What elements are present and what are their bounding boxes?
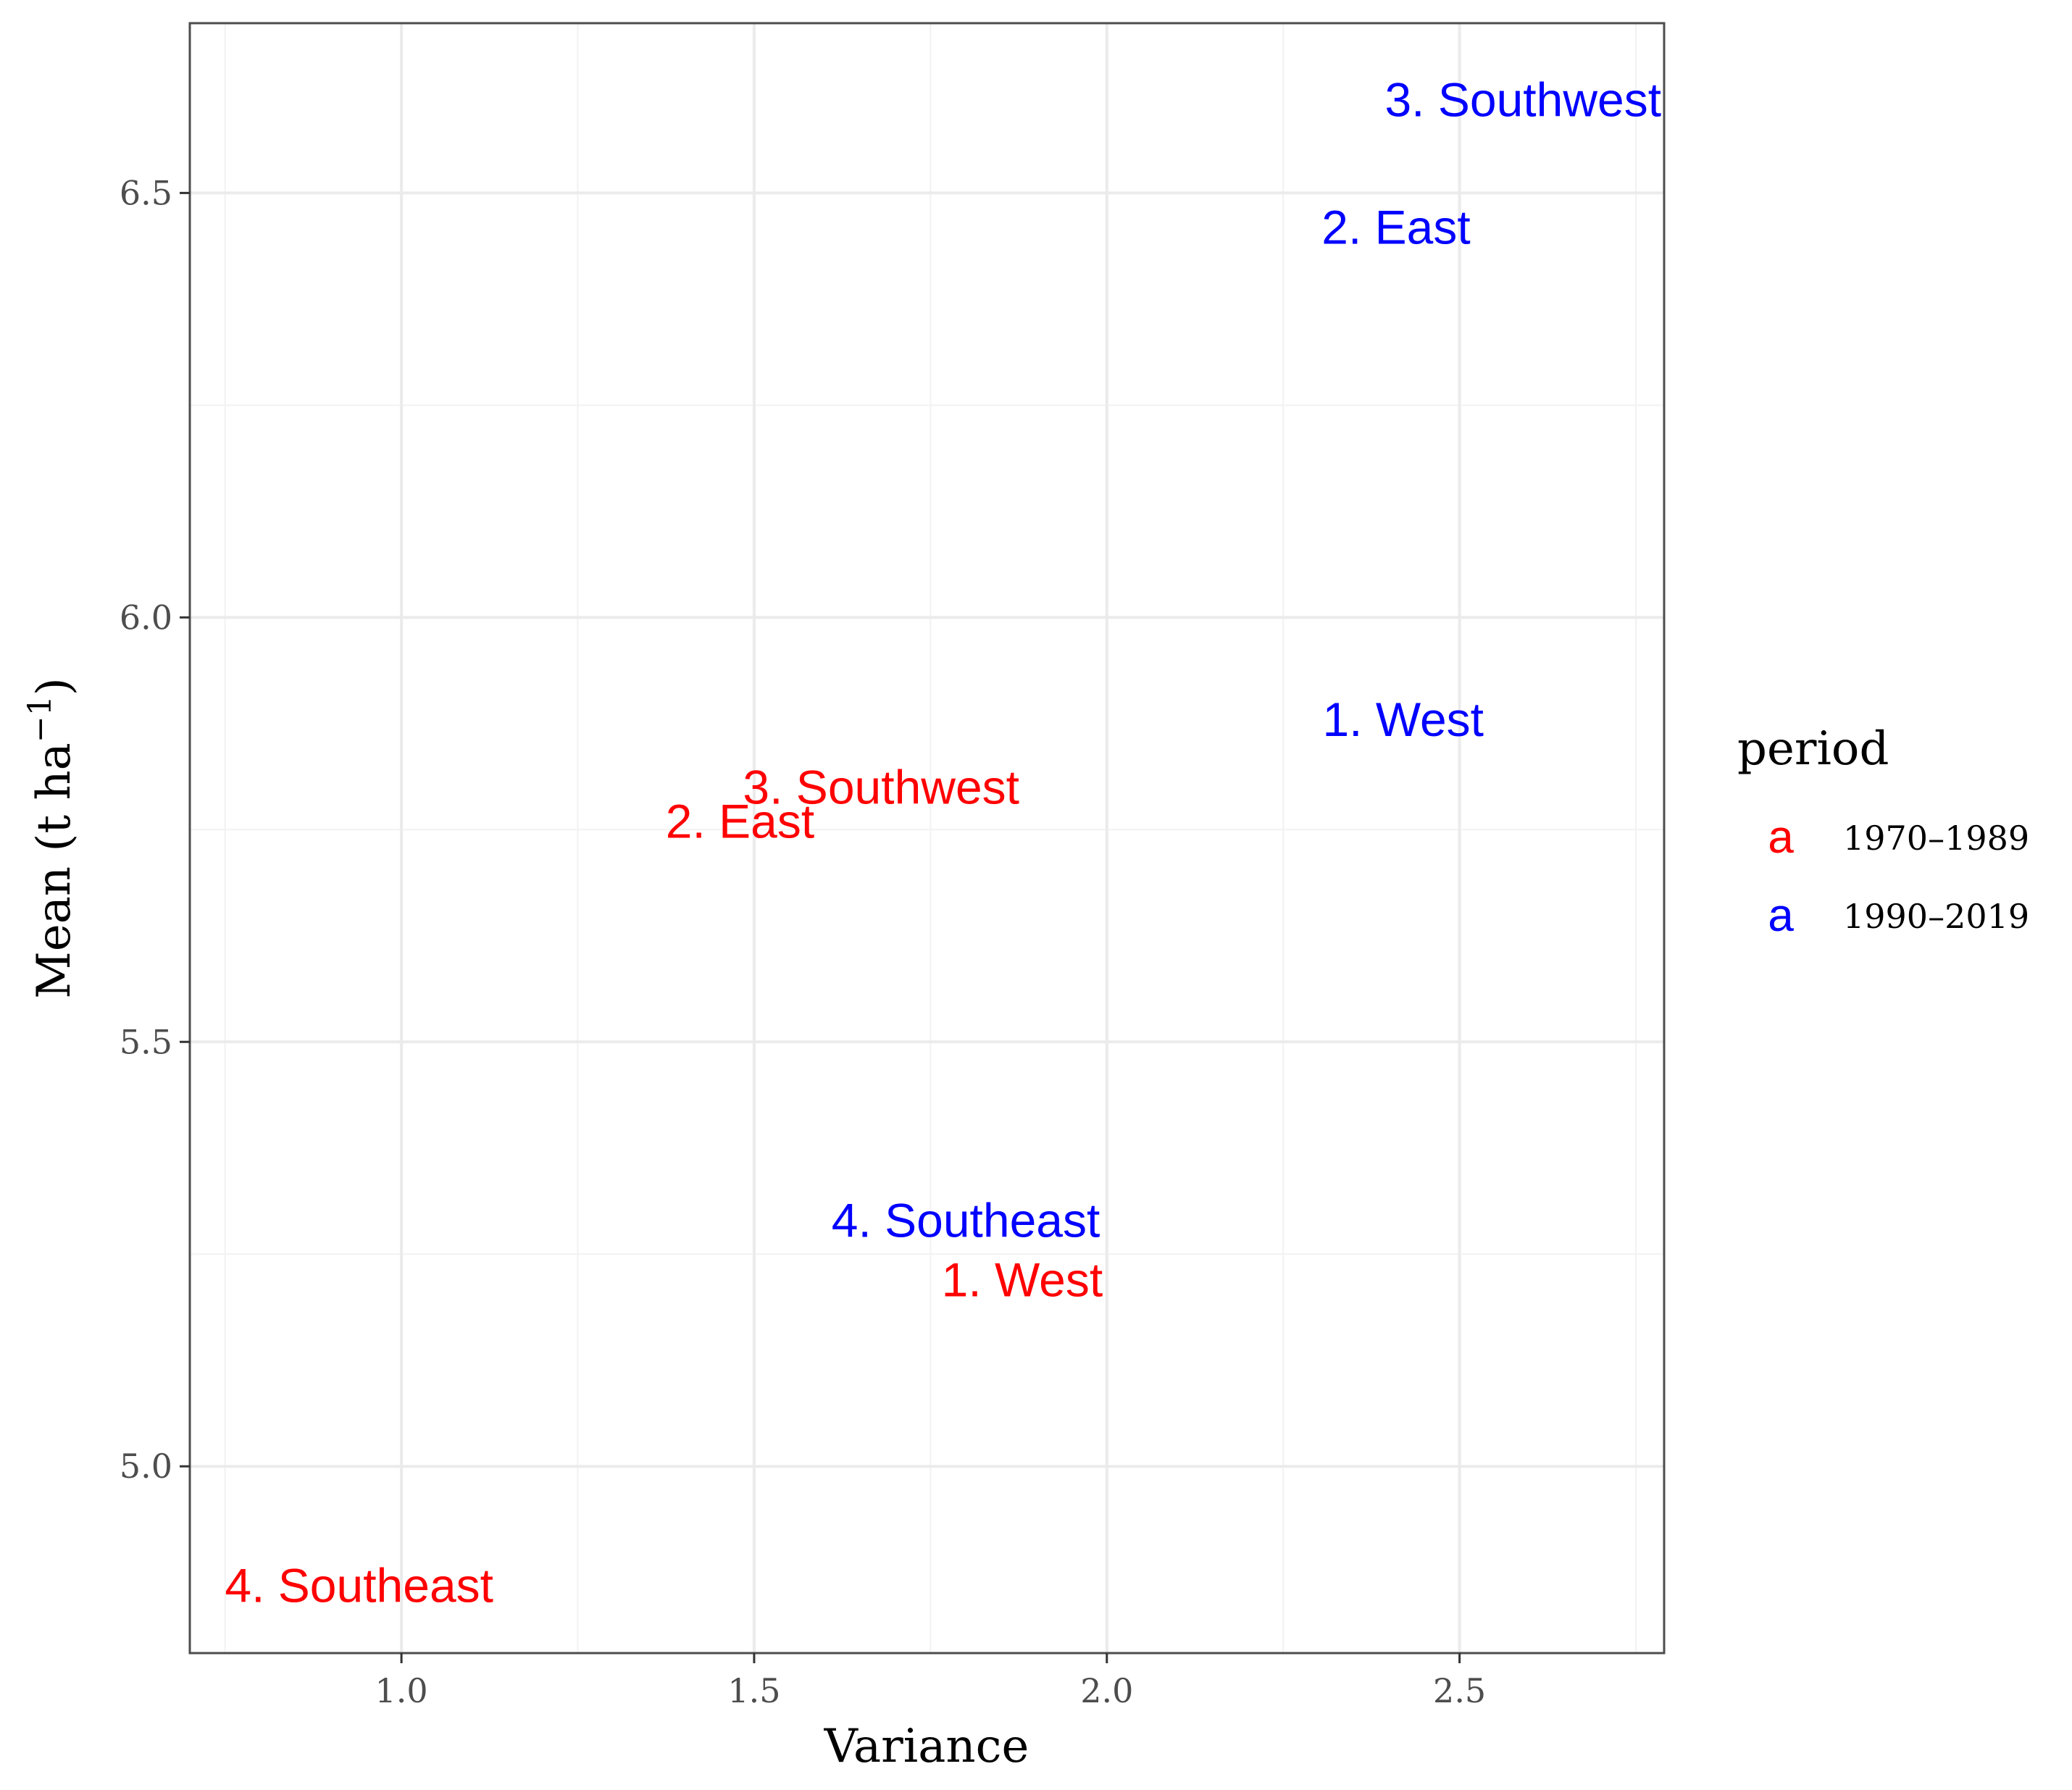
y-axis-title-main: Mean (t ha (28, 743, 81, 999)
axis-ticks: 1.0 1.5 2.0 2.5 5.0 5.5 6.0 6.5 (120, 173, 1486, 1710)
x-tick-label: 2.5 (1433, 1671, 1486, 1710)
y-tick-label: 6.0 (120, 598, 172, 637)
panel-background (190, 23, 1664, 1653)
legend-key: a (1768, 889, 1794, 941)
x-axis-title: Variance (824, 1720, 1029, 1773)
point-label-series2: 4. Southeast (832, 1193, 1100, 1247)
y-tick-label: 6.5 (120, 173, 172, 212)
legend-label: 1970–1989 (1843, 819, 2029, 858)
legend-label: 1990–2019 (1843, 897, 2029, 936)
y-axis-title-close: ) (28, 677, 81, 695)
grid-lines (190, 23, 1664, 1653)
legend-title: period (1737, 722, 1889, 776)
y-tick-label: 5.0 (120, 1447, 172, 1486)
y-axis-title-superscript: −1 (22, 695, 59, 743)
y-axis-title: Mean (t ha−1) (22, 677, 81, 998)
point-label-series2: 2. East (1321, 200, 1470, 254)
legend-key: a (1768, 811, 1794, 863)
point-label-series1: 1. West (942, 1252, 1103, 1306)
x-tick-label: 2.0 (1080, 1671, 1133, 1710)
legend-entries: a 1970–1989 a 1990–2019 (1768, 811, 2029, 941)
legend: period a 1970–1989 a 1990–2019 (1737, 722, 2029, 941)
point-label-series1: 3. Southwest (743, 761, 1019, 814)
y-tick-label: 5.5 (120, 1022, 172, 1061)
x-tick-label: 1.0 (375, 1671, 428, 1710)
point-label-series2: 3. Southwest (1384, 72, 1661, 126)
panel-border (188, 22, 1666, 1655)
point-label-series1: 4. Southeast (225, 1558, 493, 1612)
point-label-series2: 1. West (1322, 693, 1484, 746)
x-tick-label: 1.5 (727, 1671, 780, 1710)
point-label-series1: 2. East (666, 795, 814, 848)
